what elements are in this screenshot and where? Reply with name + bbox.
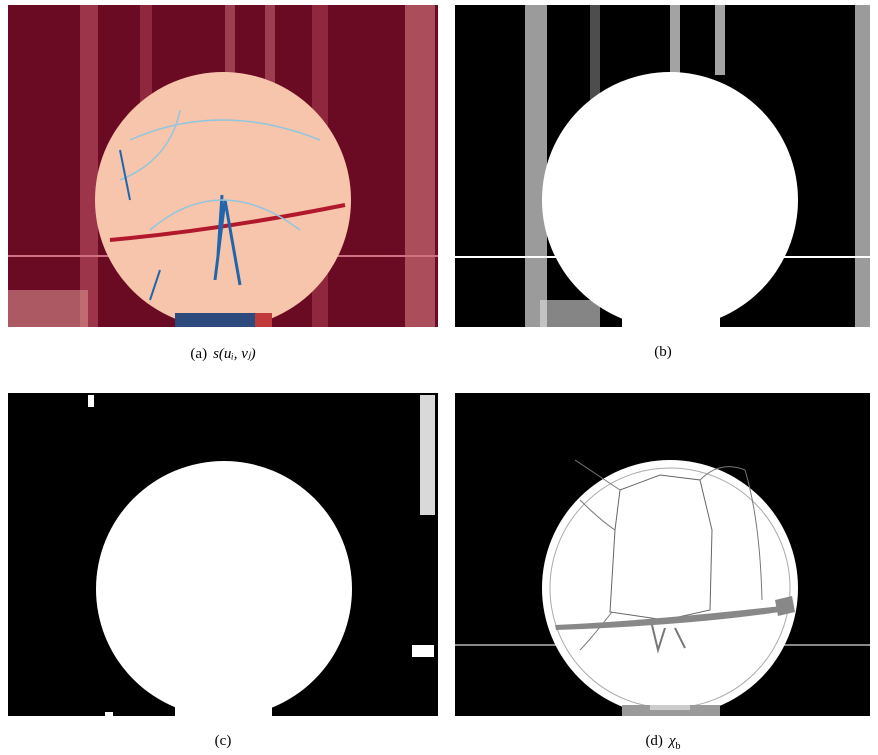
- caption-label: (d): [645, 733, 663, 749]
- caption-label: (c): [215, 733, 232, 749]
- subscript: b: [676, 741, 681, 752]
- panel-a-image: [8, 5, 438, 328]
- figure: (a) s(uᵢ, vⱼ) (b) (c) (d) χb: [0, 0, 878, 755]
- caption-b: (b): [448, 344, 878, 361]
- caption-label: (a): [190, 346, 207, 362]
- caption-d: (d) χb: [448, 733, 878, 752]
- caption-label: (b): [654, 344, 672, 360]
- caption-math: s(uᵢ, vⱼ): [213, 346, 255, 362]
- caption-math: χb: [669, 733, 681, 749]
- panels: [0, 0, 878, 755]
- panel-c-image: [8, 393, 438, 717]
- panel-b-image: [455, 5, 870, 328]
- panel-d-image: [455, 393, 870, 716]
- caption-c: (c): [8, 733, 438, 750]
- symbol: χ: [669, 733, 676, 749]
- caption-a: (a) s(uᵢ, vⱼ): [8, 344, 438, 363]
